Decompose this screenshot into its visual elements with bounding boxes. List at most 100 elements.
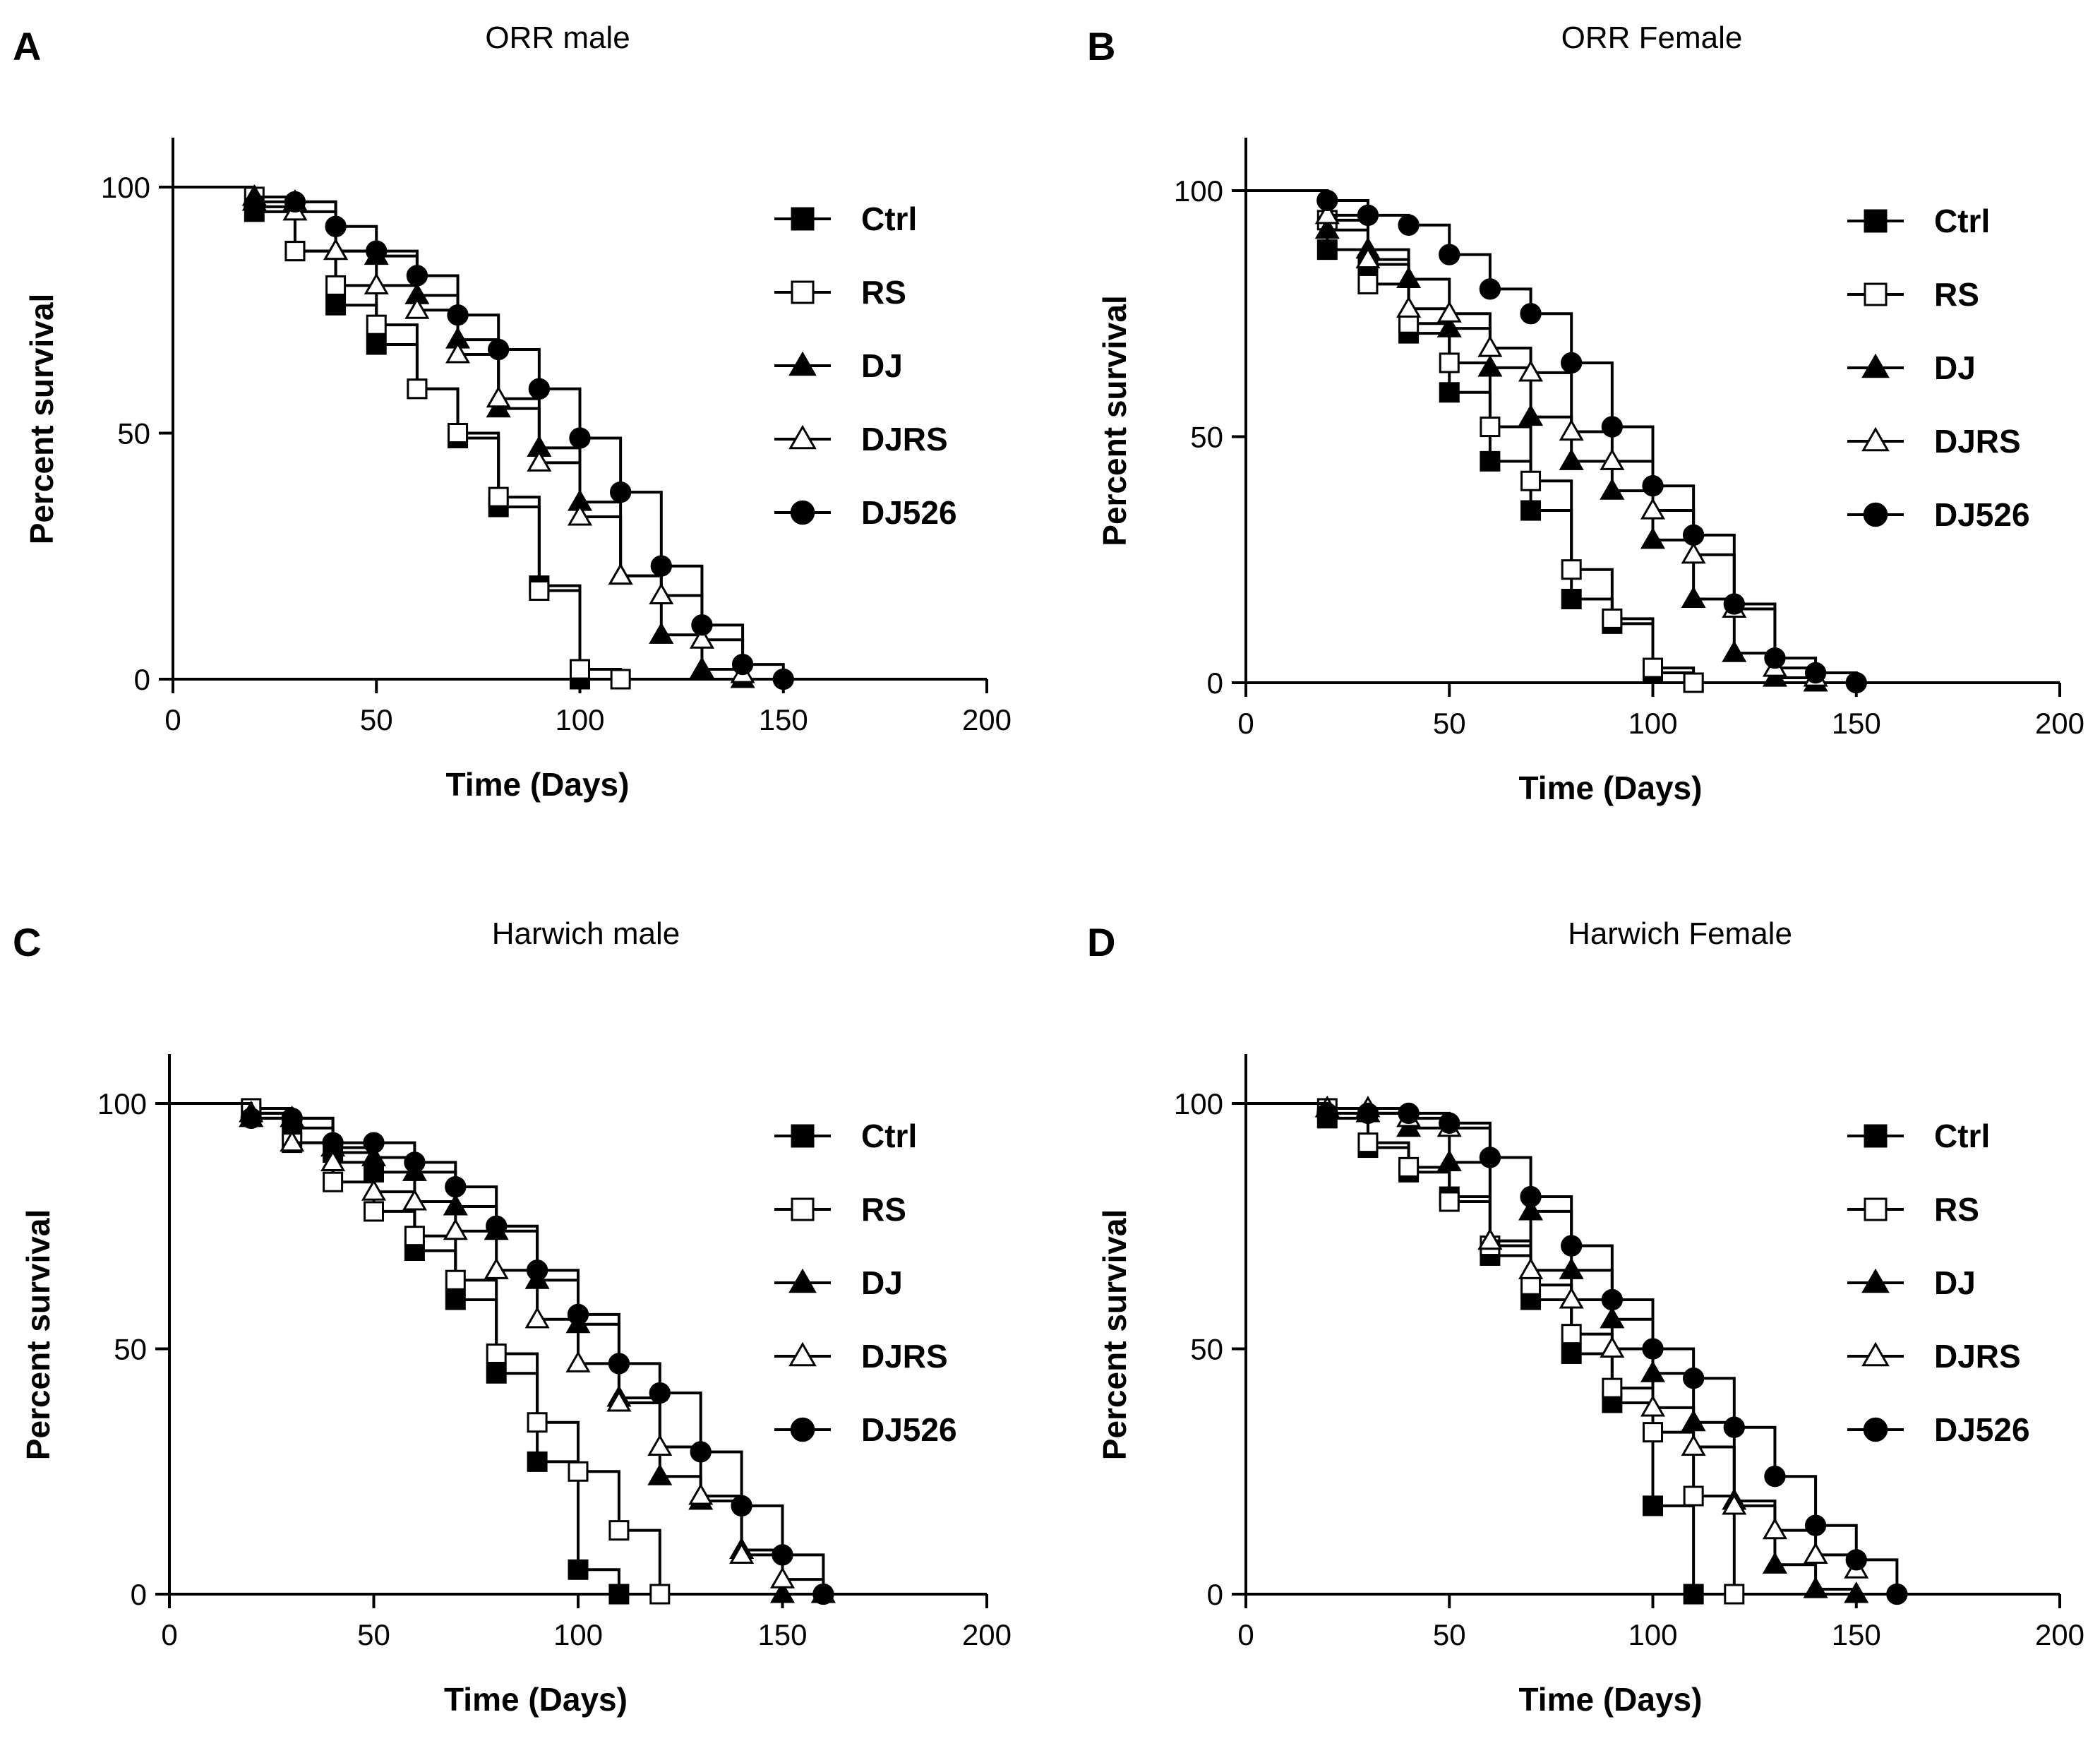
x-axis-label: Time (Days): [1519, 1681, 1703, 1718]
data-point: [569, 427, 591, 449]
chart-title: ORR Female: [1561, 20, 1743, 55]
data-point: [1316, 1102, 1338, 1125]
x-tick-label: 50: [1433, 1618, 1466, 1651]
legend-item-dj526: DJ526: [1847, 1411, 2030, 1448]
data-point: [650, 555, 672, 577]
x-tick-label: 100: [1628, 1618, 1677, 1651]
data-point: [1355, 246, 1381, 269]
data-point: [320, 1149, 346, 1171]
data-point: [1439, 1112, 1460, 1134]
legend: Ctrl RS DJ DJRS DJ526: [774, 1118, 957, 1448]
data-point: [608, 1584, 630, 1605]
data-point: [688, 1483, 714, 1505]
data-point: [445, 342, 471, 364]
legend-label: DJ526: [861, 494, 957, 531]
series-ctrl: [169, 1102, 630, 1605]
data-point: [1844, 1581, 1869, 1603]
data-point: [524, 1306, 550, 1329]
data-point: [1803, 1577, 1828, 1598]
legend-marker: [1861, 353, 1890, 378]
data-point: [1436, 1149, 1462, 1171]
data-point: [1357, 1102, 1379, 1125]
data-point: [445, 1176, 467, 1198]
data-point: [1480, 417, 1501, 438]
data-point: [322, 1132, 344, 1154]
series-dj526: [173, 186, 794, 690]
legend-item-rs: RS: [1847, 276, 1979, 313]
legend-marker: [791, 280, 815, 304]
data-point: [608, 563, 633, 585]
data-point: [486, 385, 511, 408]
data-point: [1316, 239, 1338, 261]
data-point: [244, 196, 265, 218]
data-point: [361, 1179, 387, 1201]
data-point: [1559, 448, 1584, 470]
data-point: [691, 614, 713, 636]
legend-marker: [791, 207, 815, 231]
series-rs: [173, 186, 631, 690]
y-tick-label: 100: [101, 171, 150, 204]
data-point: [323, 238, 349, 261]
data-point: [1480, 450, 1501, 472]
data-point: [407, 378, 428, 400]
data-point: [1477, 354, 1503, 377]
chart-panel-d: D Harwich Female 0 50 100 150 200 0 50 100 Time (D…: [1087, 916, 2084, 1718]
data-point: [1520, 470, 1542, 491]
legend-label: DJ: [861, 347, 903, 384]
legend-marker: [1861, 426, 1890, 452]
x-tick-label: 150: [757, 1618, 807, 1651]
legend-label: RS: [861, 274, 906, 311]
data-point: [649, 1584, 671, 1605]
legend-item-rs: RS: [1847, 1191, 1979, 1228]
legend-marker: [788, 1341, 817, 1367]
series-djrs: [1246, 1095, 1869, 1579]
data-point: [1439, 382, 1460, 403]
series-dj526: [1246, 1102, 1908, 1605]
legend-item-dj: DJ: [1847, 1264, 1976, 1301]
data-point: [1642, 1338, 1664, 1360]
legend-item-ctrl: Ctrl: [1847, 203, 1990, 239]
y-tick-label: 0: [1207, 666, 1223, 700]
legend-marker: [1864, 1124, 1888, 1148]
data-point: [812, 1583, 834, 1605]
data-point: [1643, 1422, 1663, 1443]
legend-item-dj526: DJ526: [774, 1411, 957, 1448]
data-point: [527, 1451, 548, 1472]
data-point: [364, 273, 389, 294]
legend-item-rs: RS: [774, 1191, 906, 1228]
survival-curve-dj: [1246, 1102, 1858, 1594]
data-point: [1643, 657, 1663, 678]
y-tick-label: 0: [134, 663, 150, 696]
legend-item-ctrl: Ctrl: [1847, 1118, 1990, 1154]
legend-marker: [1864, 282, 1888, 306]
data-point: [1681, 542, 1706, 564]
data-point: [1518, 404, 1544, 426]
data-point: [1724, 1584, 1745, 1605]
data-point: [527, 1412, 548, 1433]
data-point: [325, 275, 347, 296]
data-point: [528, 378, 550, 400]
data-point: [649, 1382, 671, 1404]
x-axis-label: Time (Days): [1519, 770, 1703, 806]
data-point: [1723, 1416, 1745, 1438]
legend-label: DJ: [861, 1264, 903, 1301]
y-tick-label: 50: [1190, 1333, 1223, 1366]
legend-label: RS: [1934, 276, 1979, 313]
data-point: [366, 314, 387, 335]
y-axis-label: Percent survival: [1096, 295, 1133, 546]
y-tick-label: 50: [114, 1333, 147, 1366]
y-tick-label: 100: [97, 1087, 147, 1120]
data-point: [240, 1107, 262, 1129]
y-tick-label: 0: [131, 1578, 147, 1611]
chart-panel-a: A ORR male 0 50 100 150 200 0 50 100 Time (Days) Pe…: [13, 20, 1012, 803]
legend-item-djrs: DJRS: [774, 1338, 948, 1375]
series-ctrl: [1246, 189, 1704, 693]
data-point: [729, 1542, 755, 1564]
panel-letter: A: [13, 24, 41, 68]
legend-label: DJRS: [861, 1338, 948, 1375]
data-point: [1439, 352, 1460, 373]
y-tick-label: 0: [1207, 1578, 1223, 1611]
legend-item-ctrl: Ctrl: [774, 201, 917, 237]
data-point: [1804, 1514, 1827, 1536]
y-tick-label: 100: [1174, 1087, 1223, 1120]
